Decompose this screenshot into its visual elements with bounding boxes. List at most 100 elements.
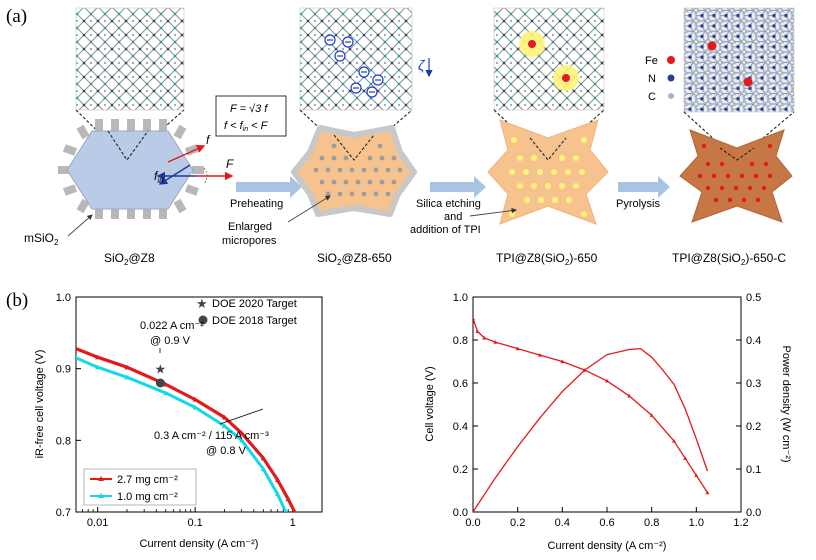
stage-sio2-z8-650: ζ Enlarged micropores SiO2@Z8-650 bbox=[222, 7, 433, 267]
negative-signs bbox=[327, 39, 381, 93]
cell-voltage-line bbox=[473, 318, 709, 493]
legend-doe-2020: DOE 2020 Target bbox=[212, 298, 297, 310]
legend-n-label: N bbox=[648, 73, 656, 85]
cell-voltage-point bbox=[538, 353, 542, 357]
cell-voltage-point bbox=[473, 316, 475, 321]
cell-voltage-point bbox=[672, 439, 676, 443]
cell-voltage-point bbox=[482, 335, 487, 340]
series-10-point bbox=[274, 491, 281, 497]
series-legend-box bbox=[83, 468, 197, 506]
cell-voltage-point bbox=[605, 378, 609, 383]
left-ytick-label: 1.0 bbox=[56, 292, 71, 304]
tpi-dots bbox=[509, 137, 587, 217]
zoom-triangle-2 bbox=[333, 134, 375, 161]
carbon-shape bbox=[679, 129, 793, 223]
stage4-name: TPI@Z8(SiO2)-650-C bbox=[672, 251, 786, 267]
tpi-center-2 bbox=[562, 74, 570, 82]
annotation-0022-line1: 0.022 A cm⁻² bbox=[140, 320, 204, 332]
legend-27-marker bbox=[98, 476, 104, 481]
cell-voltage-point bbox=[649, 413, 654, 417]
right-xlabel: Current density (A cm⁻²) bbox=[548, 540, 667, 552]
graphene-view bbox=[683, 7, 795, 113]
series-10-point bbox=[284, 509, 288, 512]
left-xtick-label: 0.1 bbox=[187, 517, 202, 529]
legend-c-dot bbox=[668, 93, 674, 99]
doe-2018-target-point bbox=[155, 378, 165, 388]
pyrolysis-label: Pyrolysis bbox=[616, 198, 661, 210]
left-ytick-label: 0.7 bbox=[56, 507, 71, 519]
right-right-ytick-label: 0.3 bbox=[746, 378, 761, 390]
stage3-name: TPI@Z8(SiO2)-650 bbox=[496, 251, 598, 267]
series-10-point bbox=[221, 423, 228, 429]
zoom-triangle-3 bbox=[529, 137, 567, 161]
annotation-0022: 0.022 A cm⁻² @ 0.9 V bbox=[140, 320, 204, 353]
chart-ir-free-voltage: 0.01 0.1 1 0.7 0.8 0.9 1.0 ★ Current density (… bbox=[34, 292, 323, 550]
micropore-label-2: micropores bbox=[222, 235, 277, 247]
series-27-point bbox=[192, 396, 198, 402]
left-ytick-label: 0.9 bbox=[56, 364, 71, 376]
framework-view-2 bbox=[299, 7, 413, 111]
force-fin-label: fin bbox=[154, 169, 164, 185]
series-27-point bbox=[221, 414, 228, 420]
right-right-ytick-label: 0.1 bbox=[746, 464, 761, 476]
series-27-point bbox=[163, 381, 169, 387]
z8-650-pores bbox=[313, 143, 403, 197]
preheating-label: Preheating bbox=[230, 198, 283, 210]
cell-voltage-point bbox=[705, 490, 710, 495]
etching-label-3: addition of TPI bbox=[410, 224, 481, 236]
right-left-ytick-label: 0.0 bbox=[453, 507, 468, 519]
micropore-label-1: Enlarged bbox=[228, 221, 272, 233]
panel-b-label: (b) bbox=[6, 290, 28, 311]
legend-10-label: 1.0 mg cm⁻² bbox=[117, 491, 178, 503]
right-ylabel-power: Power density (W cm⁻²) bbox=[780, 345, 792, 462]
fe-n-sites bbox=[697, 143, 773, 203]
legend-doe-2018: DOE 2018 Target bbox=[212, 315, 297, 327]
series-27-point bbox=[239, 430, 245, 436]
msio2-pointer bbox=[67, 214, 93, 237]
right-left-ytick-label: 0.2 bbox=[453, 464, 468, 476]
star-legend-icon: ★ bbox=[196, 296, 208, 311]
annotation-03-line2: @ 0.8 V bbox=[206, 445, 247, 457]
series-27-point bbox=[260, 455, 266, 461]
left-targets: ★ bbox=[155, 362, 167, 388]
right-right-ytick-label: 0.4 bbox=[746, 335, 761, 347]
annotation-03: 0.3 A cm⁻² / 115 A cm⁻³ @ 0.8 V bbox=[154, 408, 269, 457]
legend-c-label: C bbox=[648, 91, 656, 103]
zoom-triangle-1 bbox=[107, 130, 149, 161]
z8-hexagon bbox=[66, 130, 194, 210]
force-f-label: f bbox=[206, 133, 211, 147]
series-10-point bbox=[163, 390, 169, 396]
doe-2020-target-star: ★ bbox=[155, 362, 167, 377]
tpi-z8-shape bbox=[487, 119, 609, 225]
series-27-point bbox=[95, 354, 101, 360]
right-xtick-label: 1.0 bbox=[689, 517, 704, 529]
series-10-point bbox=[239, 437, 245, 443]
left-plot-frame bbox=[75, 296, 323, 513]
panel-a: (a) bbox=[6, 6, 795, 267]
right-axis-ticks: 0.0 0.2 0.4 0.6 0.8 1.0 1.20.00.20.40.60.81.00… bbox=[453, 292, 762, 529]
arrow-pyrolysis: Pyrolysis bbox=[616, 176, 670, 210]
series-10-point bbox=[76, 355, 79, 360]
series-10-point bbox=[124, 374, 130, 380]
cell-voltage-point bbox=[683, 456, 688, 460]
right-left-ytick-label: 0.6 bbox=[453, 378, 468, 390]
framework-view-3 bbox=[493, 7, 605, 111]
annotation-0022-line2: @ 0.9 V bbox=[150, 335, 191, 347]
micropore-pointer bbox=[287, 195, 331, 223]
fe-site-1 bbox=[707, 41, 717, 51]
negative-charges bbox=[324, 34, 384, 98]
right-right-ytick-label: 0.0 bbox=[746, 507, 761, 519]
fe-site-2 bbox=[743, 77, 753, 87]
series-27-point bbox=[299, 531, 304, 536]
right-xtick-label: 0.8 bbox=[644, 517, 659, 529]
right-left-ytick-label: 0.4 bbox=[453, 421, 468, 433]
panel-a-label: (a) bbox=[6, 6, 27, 27]
legend-27-label: 2.7 mg cm⁻² bbox=[117, 474, 178, 486]
series-27-point bbox=[124, 364, 130, 370]
series-10-point bbox=[95, 364, 101, 370]
series-27-point bbox=[285, 496, 291, 502]
force-angle-arc bbox=[203, 167, 208, 185]
equation-line-1: F = √3 f bbox=[230, 103, 268, 115]
left-xtick-label: 1 bbox=[290, 517, 296, 529]
